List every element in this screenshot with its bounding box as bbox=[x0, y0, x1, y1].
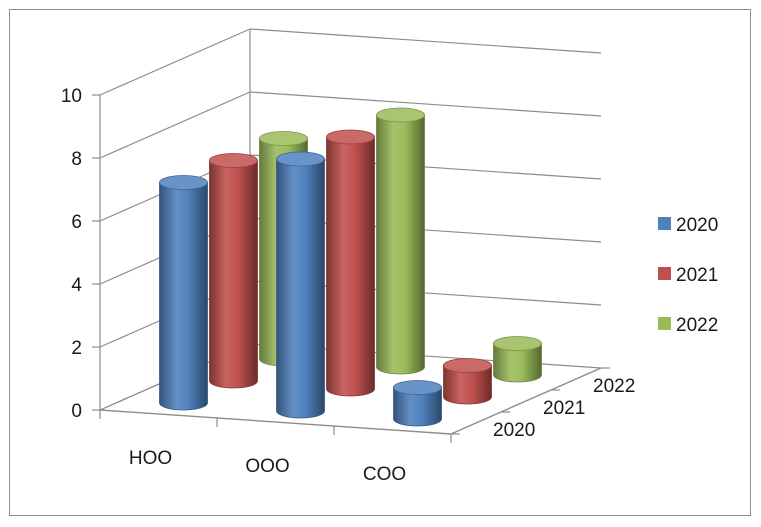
cylinder-bar bbox=[159, 175, 208, 411]
y-tick-label: 0 bbox=[71, 401, 82, 422]
cylinder-body bbox=[209, 160, 258, 389]
cylinder-top bbox=[493, 336, 542, 351]
legend-swatch bbox=[658, 217, 671, 230]
category-label: OOO bbox=[245, 456, 289, 477]
depth-label: 2020 bbox=[493, 420, 535, 441]
y-tick-label: 8 bbox=[71, 149, 82, 170]
cylinder-bar bbox=[393, 380, 442, 427]
category-label: HOO bbox=[129, 448, 172, 469]
category-label: COO bbox=[363, 464, 406, 485]
axis-labels: 0 2 4 6 8 10 HOO OOO COO 2020 2021 2022 bbox=[61, 86, 635, 485]
cylinder-bar bbox=[326, 129, 375, 397]
cylinder-body bbox=[326, 136, 375, 397]
legend-item: 2021 bbox=[658, 265, 718, 286]
y-tick-label: 4 bbox=[71, 275, 82, 296]
legend-label: 2020 bbox=[676, 215, 718, 236]
legend-label: 2022 bbox=[676, 315, 718, 336]
cylinder-bar bbox=[493, 336, 542, 383]
bars bbox=[159, 107, 542, 427]
cylinder-body bbox=[276, 158, 325, 419]
cylinder-top bbox=[259, 131, 308, 146]
back-gridline bbox=[249, 91, 602, 117]
side-gridline bbox=[99, 91, 251, 159]
side-gridline bbox=[99, 28, 251, 96]
y-tick-label: 10 bbox=[61, 86, 82, 107]
legend: 2020 2021 2022 bbox=[658, 215, 718, 336]
x-axis-line bbox=[99, 409, 452, 435]
cylinder-bar bbox=[376, 107, 425, 375]
cylinder-body bbox=[159, 182, 208, 411]
y-tick-label: 6 bbox=[71, 212, 82, 233]
cylinder-top bbox=[376, 107, 425, 123]
cylinder-top bbox=[209, 153, 258, 168]
legend-item: 2022 bbox=[658, 315, 718, 336]
cylinder-body bbox=[393, 387, 442, 427]
cylinder-body bbox=[493, 343, 542, 383]
cylinder-body bbox=[443, 365, 492, 405]
depth-axis-line bbox=[450, 367, 602, 435]
cylinder-top bbox=[443, 358, 492, 373]
cylinder-body bbox=[376, 114, 425, 375]
legend-label: 2021 bbox=[676, 265, 718, 286]
cylinder-top bbox=[276, 151, 325, 167]
cylinder-bar bbox=[209, 153, 258, 389]
cylinder-bar bbox=[443, 358, 492, 405]
cylinder-top bbox=[393, 380, 442, 395]
depth-label: 2021 bbox=[543, 398, 585, 419]
legend-swatch bbox=[658, 267, 671, 280]
cylinder-top bbox=[326, 129, 375, 145]
legend-item: 2020 bbox=[658, 215, 718, 236]
back-gridline bbox=[249, 28, 602, 54]
cylinder-bar bbox=[276, 151, 325, 419]
cylinder-top bbox=[159, 175, 208, 190]
depth-label: 2022 bbox=[593, 376, 635, 397]
legend-swatch bbox=[658, 317, 671, 330]
y-tick-label: 2 bbox=[71, 338, 82, 359]
